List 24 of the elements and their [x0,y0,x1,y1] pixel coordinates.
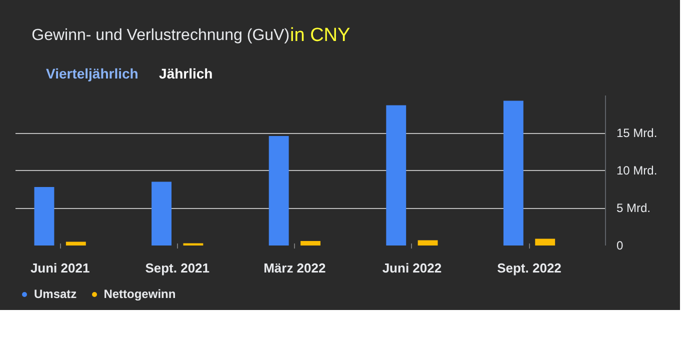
y-tick-label: 15 Mrd. [616,126,658,140]
text: in CNY [290,25,351,46]
bar [300,241,320,246]
y-tick-label: 0 [616,238,624,252]
x-tick-label: Juni 2022 [382,260,442,276]
x-tick-label: März 2022 [264,260,326,276]
bar [535,238,556,246]
x-tick-label: Sept. 2022 [497,260,562,276]
bar [503,100,524,246]
bar [418,240,438,246]
legend-label: Umsatz [34,287,77,301]
y-tick-label: 5 Mrd. [616,201,651,215]
text: Jährlich [159,66,213,82]
text: Vierteljährlich [46,66,138,82]
bar [386,105,406,246]
legend-label: Nettogewinn [104,287,176,301]
x-tick-label: Juni 2021 [30,260,90,276]
bar [66,242,86,246]
bar [152,182,172,246]
chart-title: Gewinn- und Verlustrechnung (GuV) [32,27,290,44]
y-tick-label: 10 Mrd. [616,164,658,178]
bar [34,187,54,246]
x-tick-label: Sept. 2021 [145,260,210,276]
bar [268,136,289,246]
